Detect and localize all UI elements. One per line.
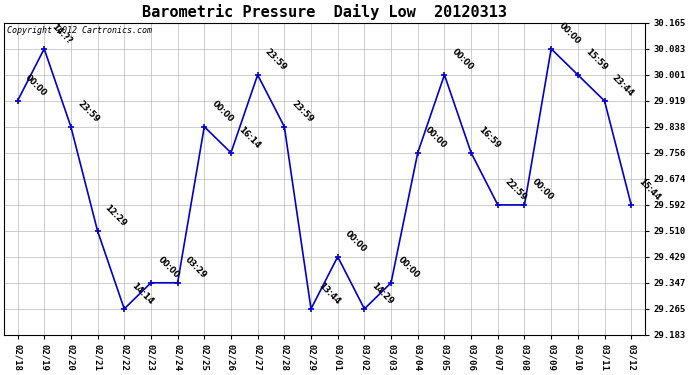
Text: 00:00: 00:00	[23, 73, 48, 98]
Text: 00:00: 00:00	[423, 125, 448, 150]
Text: 16:59: 16:59	[477, 125, 502, 150]
Text: 00:00: 00:00	[557, 21, 582, 46]
Text: 00:00: 00:00	[450, 47, 475, 72]
Text: 03:29: 03:29	[183, 255, 208, 280]
Text: 15:44: 15:44	[637, 177, 662, 202]
Text: 14:29: 14:29	[370, 281, 395, 306]
Text: 23:59: 23:59	[290, 99, 315, 124]
Text: 23:59: 23:59	[263, 47, 288, 72]
Text: 23:59: 23:59	[77, 99, 101, 124]
Text: 16:14: 16:14	[237, 124, 262, 150]
Text: 00:00: 00:00	[530, 177, 555, 202]
Text: 00:00: 00:00	[343, 229, 368, 254]
Text: 15:59: 15:59	[584, 47, 609, 72]
Text: 00:00: 00:00	[397, 255, 422, 280]
Text: 14:14: 14:14	[130, 281, 155, 306]
Text: Copyright 2012 Cartronics.com: Copyright 2012 Cartronics.com	[8, 26, 152, 35]
Text: 00:00: 00:00	[210, 99, 235, 124]
Text: 13:44: 13:44	[317, 281, 342, 306]
Text: 22:59: 22:59	[504, 177, 529, 202]
Title: Barometric Pressure  Daily Low  20120313: Barometric Pressure Daily Low 20120313	[142, 4, 507, 20]
Text: 00:00: 00:00	[157, 255, 181, 280]
Text: 14:??: 14:??	[50, 22, 74, 46]
Text: 12:29: 12:29	[103, 203, 128, 228]
Text: 23:44: 23:44	[610, 73, 635, 98]
